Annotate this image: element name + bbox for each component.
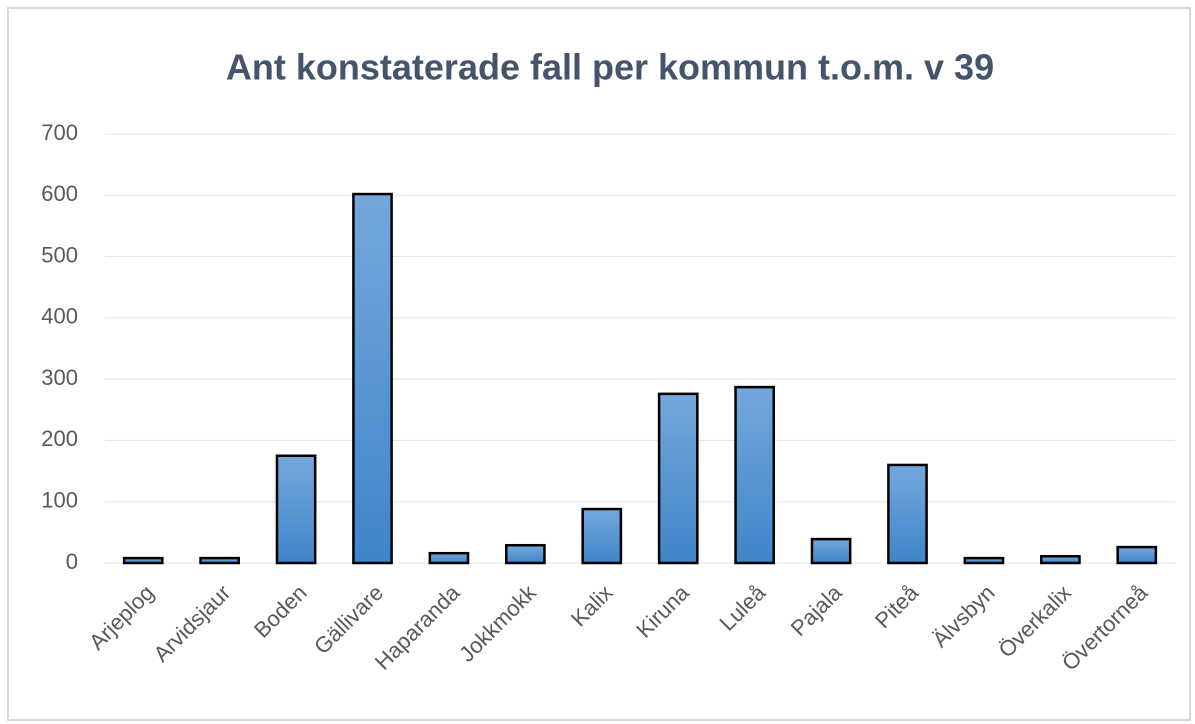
bar <box>963 556 1005 565</box>
bar <box>122 556 164 565</box>
chart-title: Ant konstaterade fall per kommun t.o.m. … <box>226 47 994 88</box>
chart-frame <box>7 7 1191 721</box>
bar <box>1116 545 1158 565</box>
bar <box>275 454 317 565</box>
y-tick-label: 700 <box>41 120 78 145</box>
bar <box>505 543 546 565</box>
bar <box>810 537 852 565</box>
y-tick-label: 500 <box>41 242 78 267</box>
bar <box>657 392 699 565</box>
y-tick-label: 300 <box>41 365 78 390</box>
y-tick-label: 400 <box>41 304 78 329</box>
y-tick-label: 100 <box>41 488 78 513</box>
y-tick-label: 600 <box>41 181 78 206</box>
y-tick-label: 0 <box>66 549 78 574</box>
bar <box>887 463 928 565</box>
bar <box>1040 555 1081 565</box>
bar <box>352 192 393 565</box>
bar <box>581 507 623 565</box>
y-tick-label: 200 <box>41 426 78 451</box>
bar <box>734 385 775 565</box>
bar <box>428 551 470 565</box>
bar <box>199 556 241 565</box>
